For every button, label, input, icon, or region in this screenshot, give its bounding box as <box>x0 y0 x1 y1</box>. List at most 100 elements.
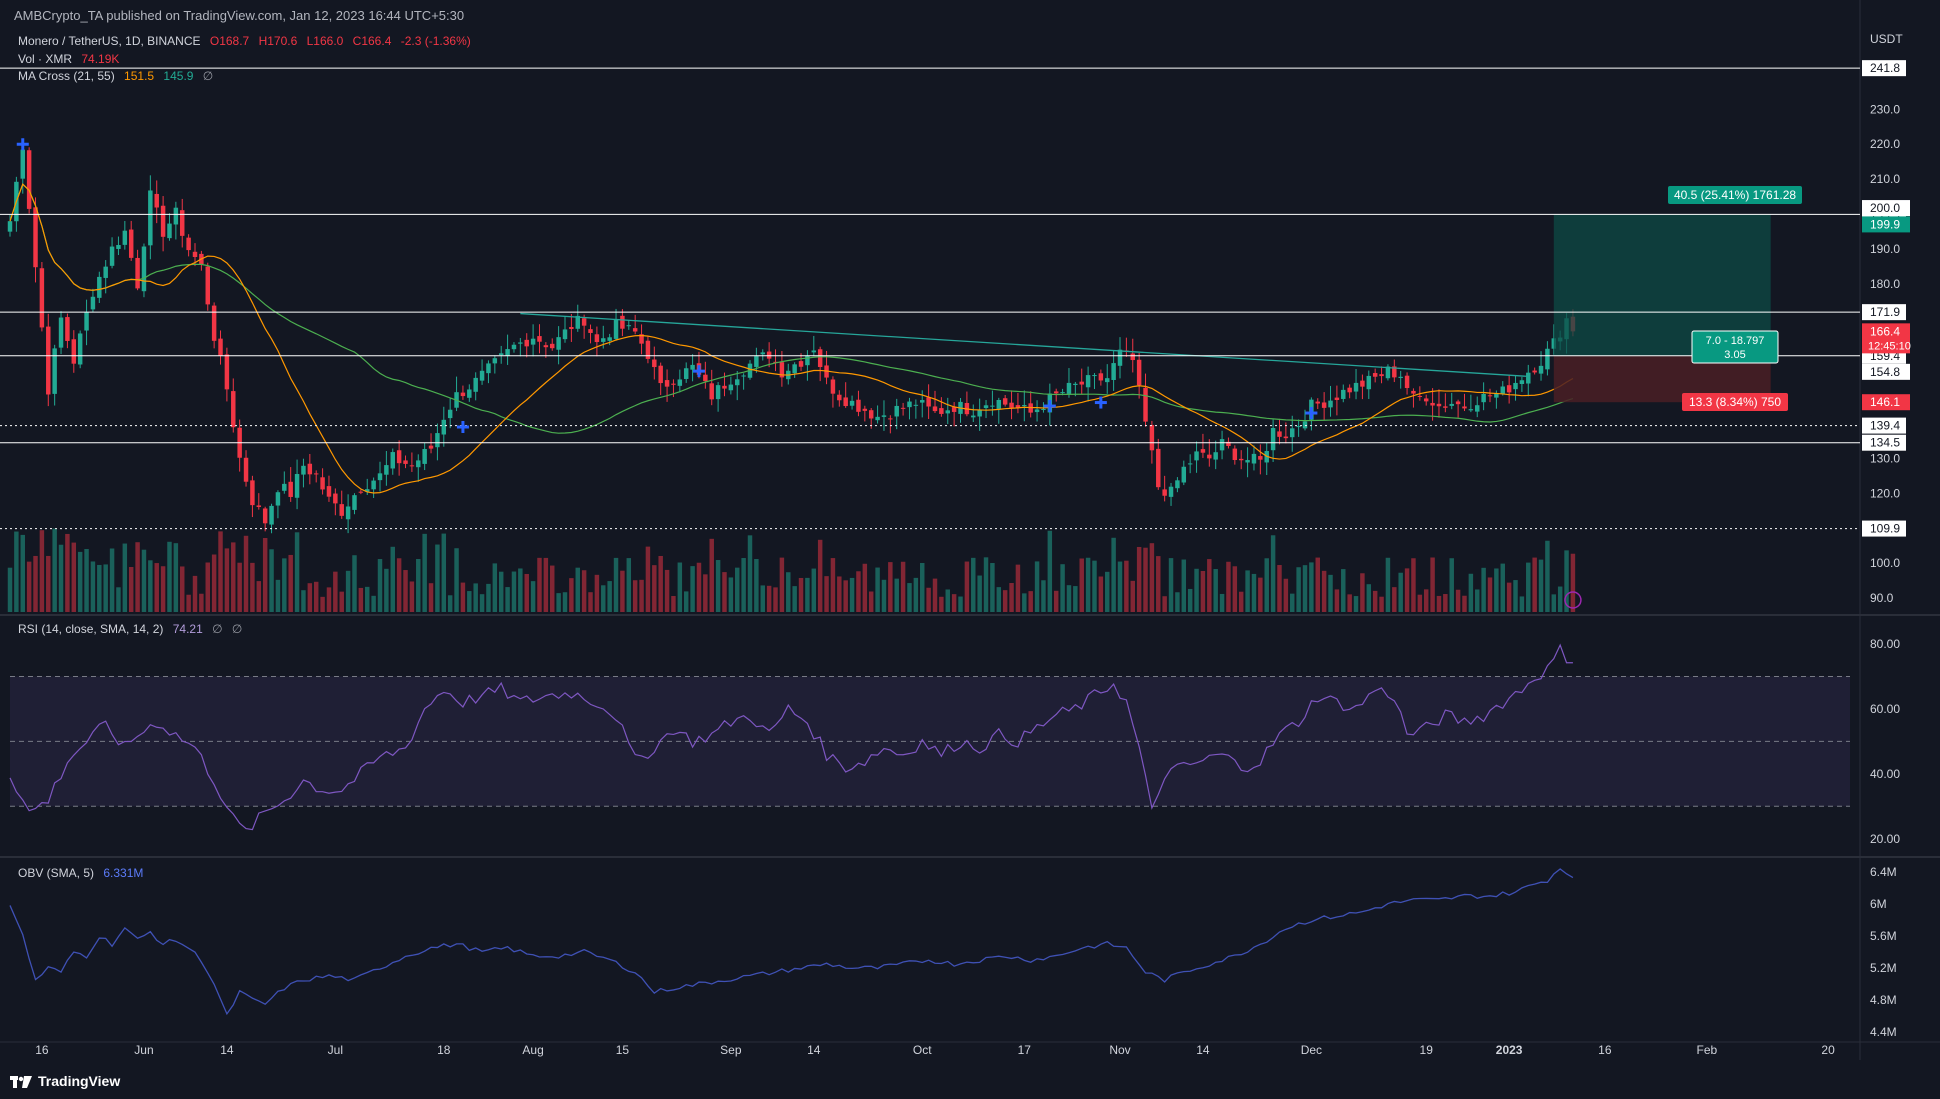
volume-bar <box>26 561 32 612</box>
candle-body <box>435 433 440 448</box>
volume-bar <box>237 562 242 612</box>
price-tick-10: 190.0 <box>1870 242 1900 256</box>
time-tick-15: 2023 <box>1496 1043 1523 1057</box>
volume-bar <box>664 569 670 612</box>
volume-bar <box>964 561 970 612</box>
ma-cross-marker-5 <box>1305 407 1318 420</box>
candle-body <box>671 383 676 385</box>
candle-body <box>754 356 759 367</box>
candle-body <box>1194 451 1199 461</box>
volume-bar <box>1360 573 1365 612</box>
volume-bar <box>1519 596 1525 612</box>
target-label: 40.5 (25.41%) 1761.28 <box>1668 186 1802 204</box>
volume-bar <box>409 581 415 612</box>
candle-body <box>677 379 683 386</box>
ohlc-low: L166.0 <box>306 34 344 48</box>
volume-bar <box>996 587 1002 612</box>
volume-bar <box>1398 572 1403 612</box>
time-tick-4: 18 <box>437 1043 451 1057</box>
volume-bar <box>805 577 810 612</box>
candle-body <box>1149 425 1155 451</box>
candle-body <box>939 408 944 414</box>
volume-bar <box>1538 559 1544 612</box>
candle-body <box>1105 378 1110 383</box>
volume-bar <box>1002 590 1008 612</box>
ma-fast-line <box>9 183 1574 494</box>
candle-body <box>192 251 198 257</box>
price-tick-4: 130.0 <box>1870 451 1900 465</box>
volume-bar <box>1455 589 1461 612</box>
candle-body <box>352 495 357 510</box>
candle-body <box>715 385 721 400</box>
volume-bar <box>1436 595 1442 612</box>
level-tag-2: 171.9 <box>1870 305 1900 319</box>
volume-bar <box>167 541 172 612</box>
candle-body <box>1430 402 1435 406</box>
candle-body <box>1411 390 1416 394</box>
candle-body <box>983 405 989 409</box>
candle-body <box>505 349 510 356</box>
volume-bar <box>160 566 166 612</box>
candle-body <box>626 325 632 327</box>
time-tick-12: 14 <box>1196 1043 1210 1057</box>
volume-bar <box>1506 582 1512 612</box>
candle-body <box>84 311 89 331</box>
volume-bar <box>313 581 319 612</box>
rsi-hidden-icon-2[interactable]: ∅ <box>231 622 243 636</box>
candle-body <box>703 374 708 382</box>
candle-body <box>1245 460 1250 463</box>
volume-bar <box>709 538 714 612</box>
ma-hidden-icon[interactable]: ∅ <box>202 69 214 83</box>
candle-body <box>218 338 223 356</box>
volume-bar <box>1392 587 1397 612</box>
volume-bar <box>562 592 568 612</box>
volume-bar <box>275 579 281 612</box>
ohlc-open: O168.7 <box>209 34 250 48</box>
volume-bar <box>180 566 185 612</box>
ma-cross-marker-0 <box>16 138 29 151</box>
volume-bar <box>1526 562 1531 612</box>
candle-body <box>224 354 230 390</box>
volume-bar <box>1098 576 1104 612</box>
volume-bar <box>817 539 823 612</box>
volume-bar <box>1545 540 1550 612</box>
volume-bar <box>1022 593 1027 612</box>
candle-body <box>766 351 772 359</box>
ohlc-high: H170.6 <box>258 34 298 48</box>
candle-body <box>511 344 517 350</box>
ma-cross-marker-1 <box>456 420 469 433</box>
volume-bar <box>422 533 427 612</box>
volume-bar <box>352 555 357 612</box>
volume-bar <box>747 535 753 612</box>
volume-bar <box>1194 568 1199 612</box>
candle-body <box>26 150 32 209</box>
candle-body <box>498 353 504 356</box>
candle-body <box>282 483 287 491</box>
candle-body <box>1162 489 1167 496</box>
volume-bar <box>467 591 472 612</box>
volume-bar <box>837 576 842 612</box>
volume-bar <box>1423 589 1429 612</box>
candle-body <box>1015 405 1021 408</box>
candle-body <box>243 457 249 482</box>
candle-body <box>709 383 714 400</box>
candle-body <box>288 481 293 497</box>
volume-bar <box>766 585 772 612</box>
volume-bar <box>282 558 287 612</box>
volume-bar <box>1085 557 1091 612</box>
candle-body <box>830 379 836 394</box>
level-tag-bg-2 <box>1862 304 1906 321</box>
volume-bar <box>811 568 817 612</box>
rsi-hidden-icon-1[interactable]: ∅ <box>212 622 223 636</box>
candle-body <box>1532 370 1537 373</box>
candle-body <box>447 409 453 419</box>
candle-body <box>1417 395 1423 397</box>
candle-body <box>632 328 638 332</box>
volume-bar <box>1213 569 1218 612</box>
ohlc-change: -2.3 (-1.36%) <box>400 34 471 48</box>
volume-bar <box>358 587 364 612</box>
volume-bar <box>1207 559 1212 612</box>
candle-body <box>1462 406 1467 409</box>
volume-bar <box>1302 565 1308 612</box>
